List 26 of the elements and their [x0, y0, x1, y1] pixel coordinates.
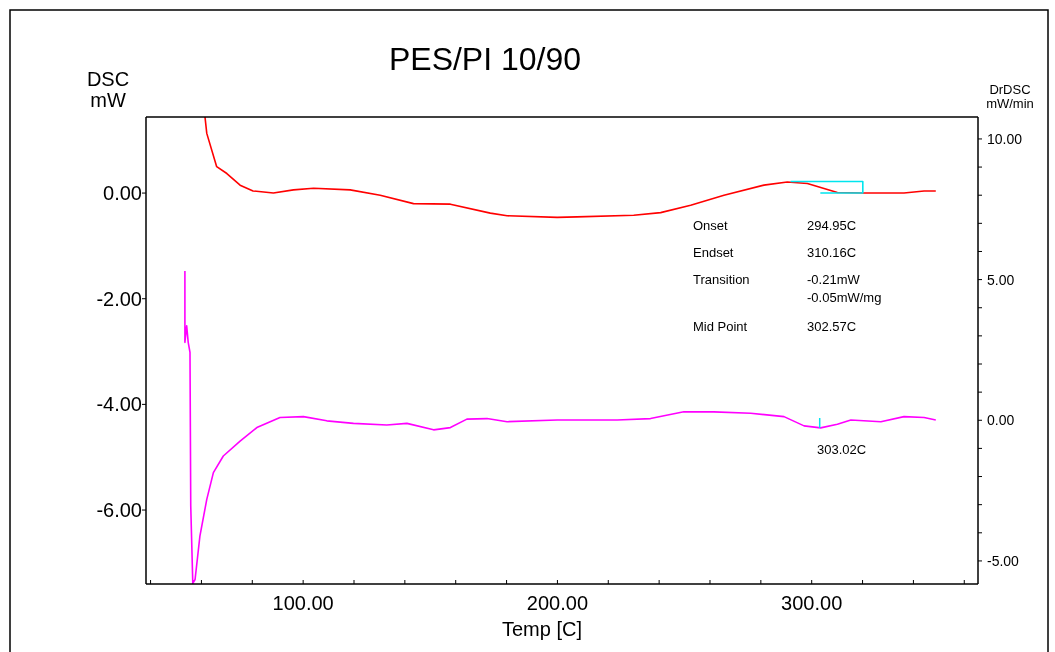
- line-series: [184, 270, 937, 584]
- y-tick-label: -4.00: [96, 393, 142, 416]
- y-tick-label: -6.00: [96, 499, 142, 522]
- annotation: Mid Point: [693, 319, 748, 334]
- annotation: 303.02C: [817, 442, 867, 457]
- y2-tick-label: 5.00: [987, 271, 1015, 288]
- x-tick-label: 100.00: [272, 592, 334, 614]
- y-tick-label: -2.00: [96, 287, 142, 310]
- y-tick-label: 0.00: [103, 182, 142, 205]
- x-tick-label: 300.00: [781, 592, 843, 614]
- y2-tick-label: 10.00: [987, 130, 1023, 147]
- annotation: 302.57C: [807, 319, 857, 334]
- y2-tick-label: 0.00: [987, 412, 1015, 429]
- annotation: 294.95C: [807, 218, 857, 233]
- y-axis-title: DSC mW: [86, 68, 130, 111]
- annotation: 310.16C: [807, 245, 857, 260]
- annotation: Transition: [693, 272, 750, 287]
- chart-title: PES/PI 10/90: [388, 41, 582, 77]
- annotation: -0.21mW -0.05mW/mg: [807, 272, 882, 305]
- annotation: Endset: [693, 245, 734, 260]
- x-tick-label: 200.00: [526, 592, 589, 614]
- y2-axis-title: DrDSC mW/min: [986, 82, 1034, 111]
- annotation: Onset: [693, 218, 729, 233]
- x-axis-title: Temp [C]: [501, 618, 583, 640]
- y2-tick-label: -5.00: [987, 552, 1020, 569]
- line-series: [204, 117, 937, 219]
